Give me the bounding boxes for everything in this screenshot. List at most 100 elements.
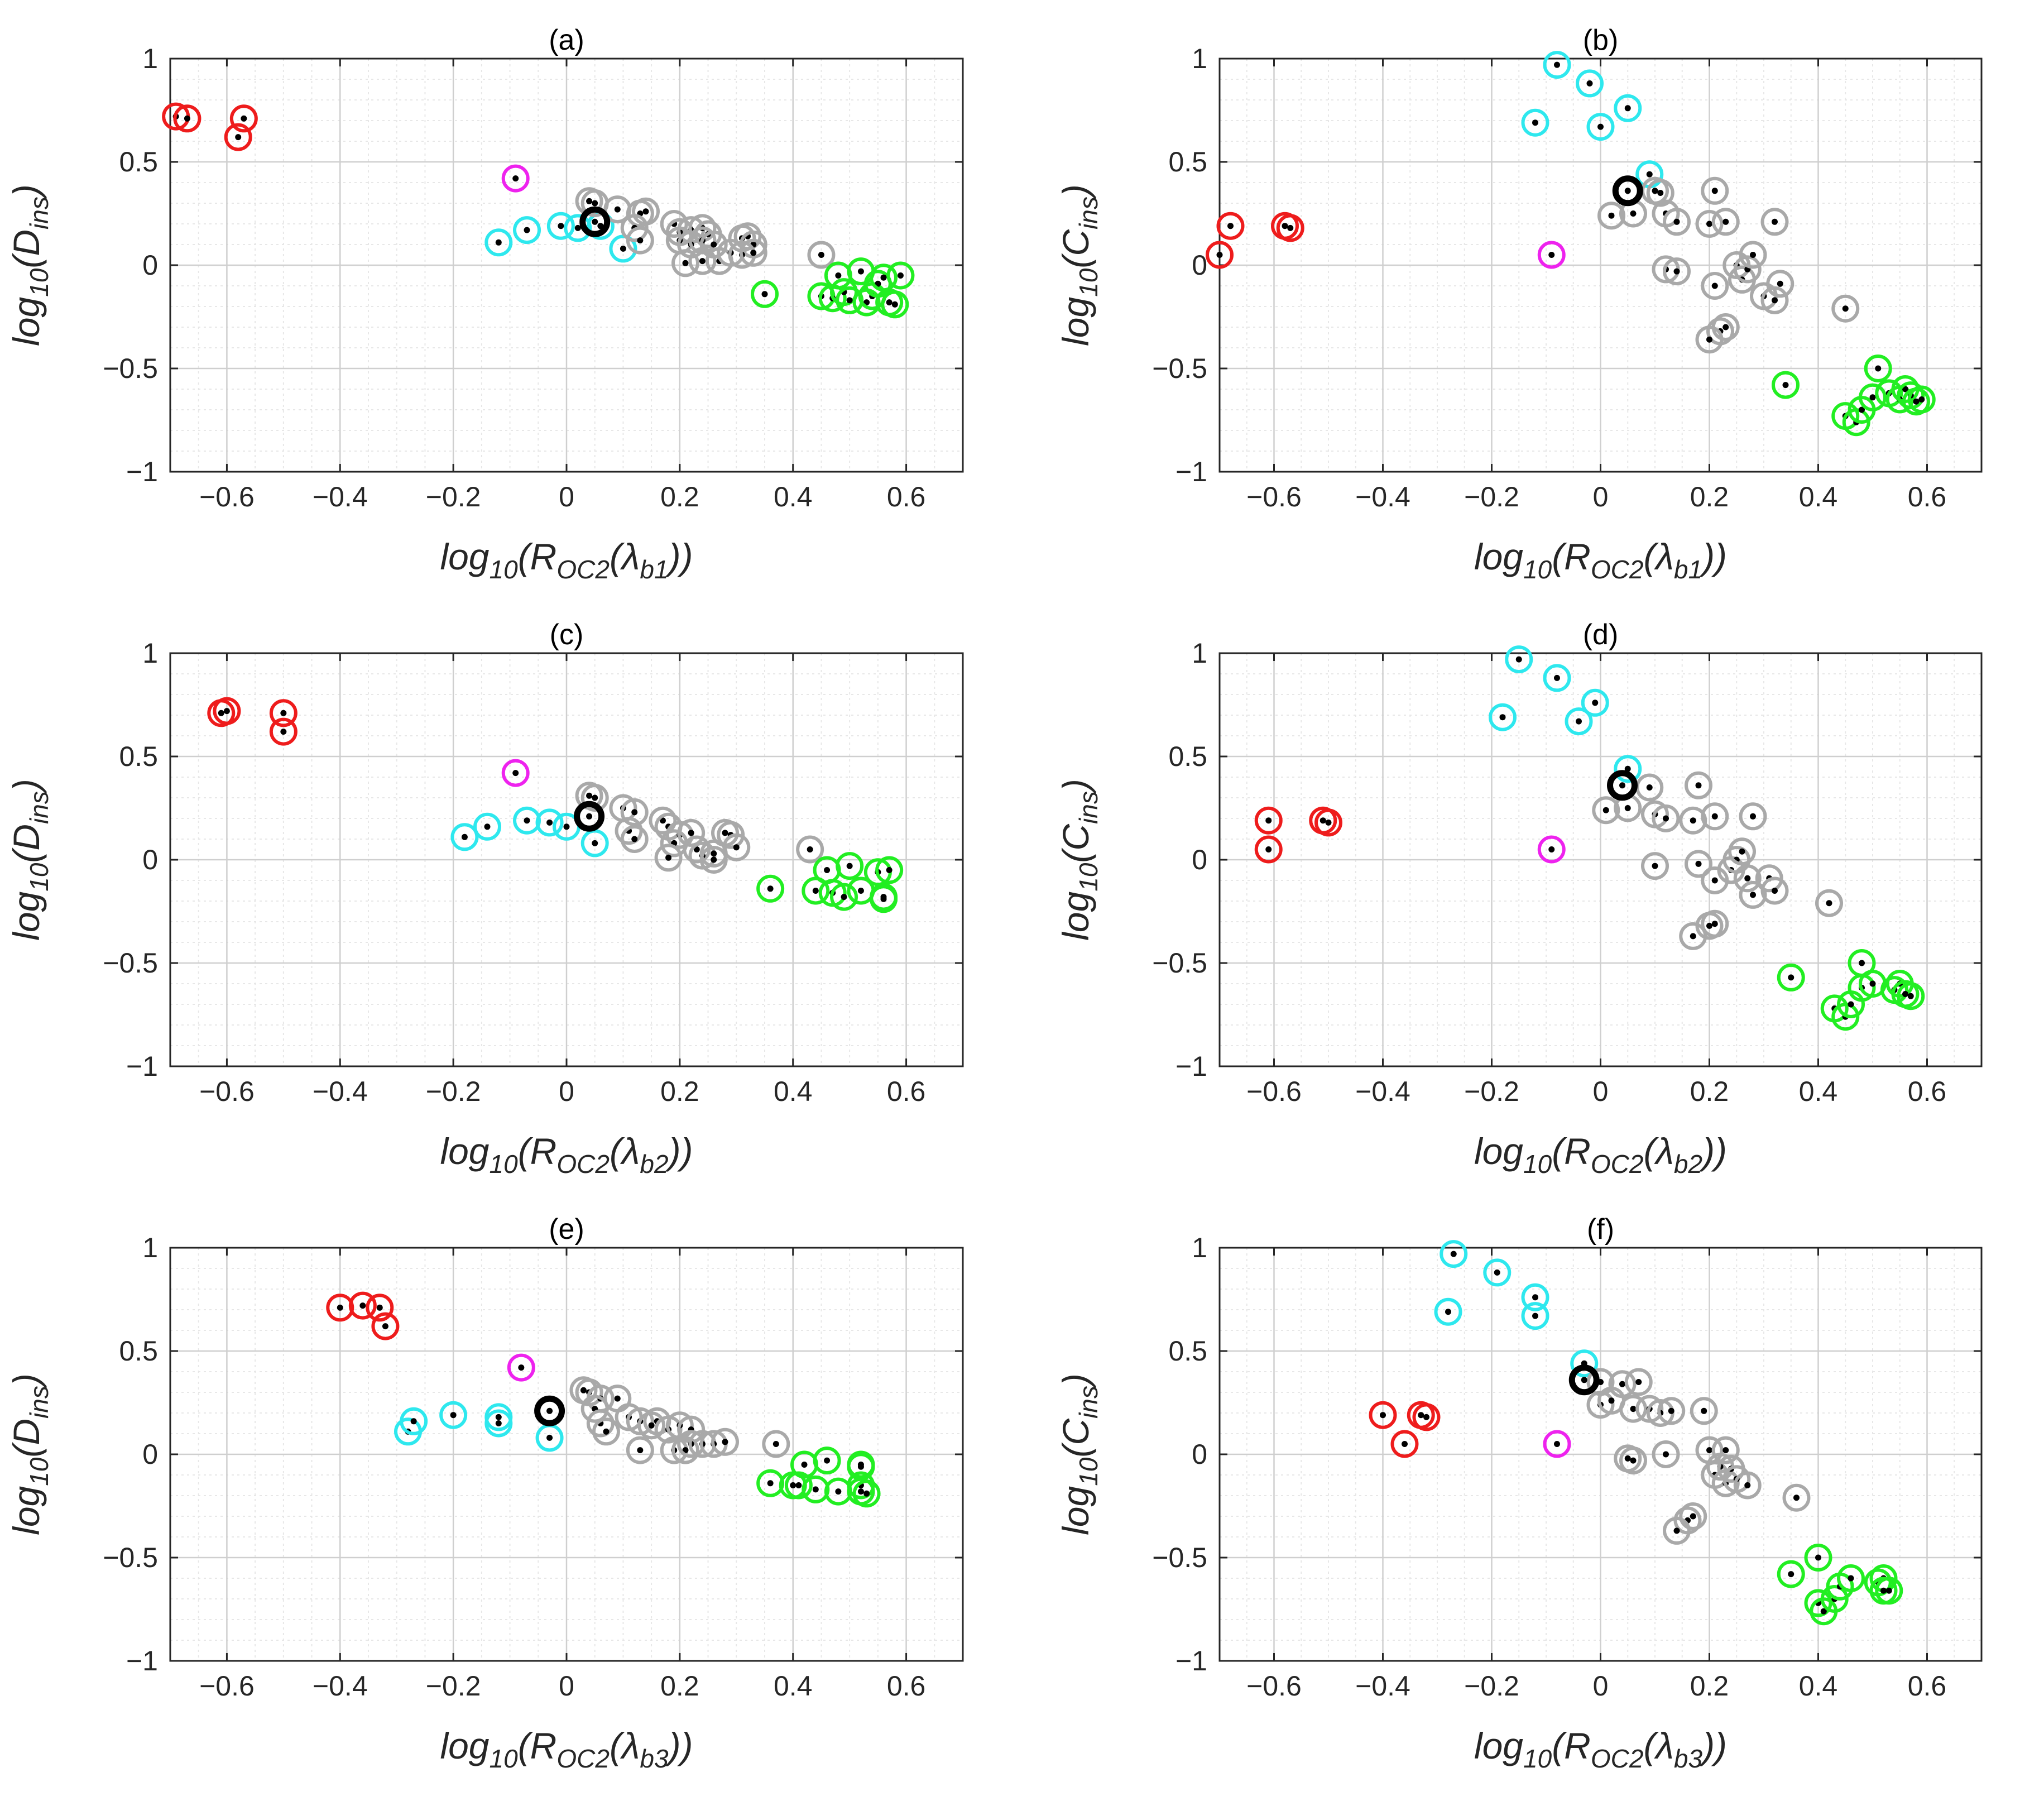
marker-green: [836, 852, 864, 880]
x-axis-label: log10(ROC2(λb1)): [440, 536, 693, 584]
panel-title: (c): [550, 619, 584, 651]
marker-center-dot: [1842, 305, 1849, 312]
marker-cyan: [1434, 1297, 1462, 1326]
marker-center-dot: [857, 888, 864, 894]
marker-center-dot: [1826, 900, 1832, 907]
marker-center-dot: [574, 224, 581, 231]
marker-cyan: [513, 806, 541, 835]
marker-cyan: [1489, 703, 1517, 731]
marker-center-dot: [1772, 218, 1778, 225]
marker-center-dot: [376, 1304, 383, 1311]
marker-green: [1859, 383, 1887, 411]
marker-green: [852, 1479, 881, 1508]
marker-gray: [1641, 852, 1669, 880]
y-axis-label: log10(Cins): [1055, 184, 1103, 346]
marker-green: [751, 280, 779, 308]
marker-gray: [649, 806, 677, 835]
marker-gray: [717, 821, 745, 849]
x-tick-label: −0.4: [1355, 481, 1410, 512]
marker-center-dot: [1554, 1441, 1560, 1447]
marker-cyan: [1581, 688, 1609, 717]
panel-title: (a): [549, 24, 584, 56]
marker-gray: [1755, 864, 1783, 893]
marker-gray: [1739, 802, 1767, 831]
marker-green: [1837, 1564, 1865, 1592]
x-tick-label: −0.4: [1355, 1670, 1410, 1702]
marker-center-dot: [1739, 848, 1745, 855]
marker-green: [784, 1471, 813, 1500]
y-axis-label: log10(Dins): [6, 779, 54, 941]
marker-center-dot: [1848, 1001, 1854, 1008]
marker-red: [229, 104, 258, 133]
marker-center-dot: [1548, 252, 1555, 258]
marker-black: [1607, 770, 1638, 801]
marker-red: [1216, 212, 1245, 240]
marker-center-dot: [359, 1302, 366, 1309]
marker-red: [348, 1291, 377, 1320]
x-tick-label: 0: [559, 481, 574, 512]
marker-center-dot: [835, 1488, 842, 1495]
marker-cyan: [439, 1401, 468, 1429]
marker-center-dot: [1287, 224, 1294, 231]
panel-c: −0.6 −0.4 −0.2 0 0.2 0.4 0.6 −1 −0.5 0 0.5 1 (c) log1…: [6, 619, 964, 1179]
marker-center-dot: [1630, 1406, 1637, 1412]
marker-center-dot: [688, 830, 694, 836]
marker-gray: [688, 247, 717, 275]
marker-center-dot: [580, 1387, 587, 1393]
marker-gray: [580, 1395, 609, 1423]
marker-center-dot: [1515, 656, 1522, 663]
y-tick-label: −0.5: [1152, 947, 1207, 979]
marker-center-dot: [1652, 188, 1658, 194]
x-tick-label: 0.6: [1908, 1670, 1947, 1702]
marker-magenta: [507, 1353, 535, 1382]
marker-center-dot: [665, 854, 672, 861]
x-tick-label: 0: [1593, 481, 1609, 512]
marker-gray: [580, 784, 609, 812]
marker-black: [534, 1395, 565, 1426]
marker-green: [1842, 408, 1870, 437]
marker-center-dot: [512, 175, 519, 182]
marker-center-dot: [875, 280, 881, 287]
marker-center-dot: [897, 272, 904, 279]
marker-red: [366, 1294, 394, 1322]
marker-center-dot: [592, 840, 598, 846]
marker-center-dot: [767, 1480, 774, 1487]
marker-cyan: [1614, 94, 1642, 122]
marker-center-dot: [1722, 218, 1729, 225]
y-tick-label: −1: [1175, 1645, 1207, 1677]
x-tick-label: −0.4: [1355, 1076, 1410, 1107]
marker-center-dot: [1630, 1457, 1637, 1464]
marker-center-dot: [1859, 406, 1865, 413]
marker-green: [813, 1446, 841, 1475]
marker-center-dot: [773, 1441, 779, 1447]
marker-center-dot: [603, 1428, 610, 1435]
marker-center-dot: [767, 885, 774, 892]
marker-center-dot: [620, 245, 626, 252]
y-tick-label: 0.5: [1168, 741, 1207, 772]
x-tick-label: 0.4: [1799, 1670, 1838, 1702]
marker-center-dot: [880, 274, 887, 281]
marker-center-dot: [1788, 1571, 1795, 1578]
marker-cyan: [1570, 1349, 1599, 1378]
marker-center-dot: [461, 834, 468, 840]
x-tick-label: −0.6: [199, 1076, 255, 1107]
marker-center-dot: [218, 710, 224, 716]
marker-green: [1777, 1560, 1805, 1588]
marker-gray: [1679, 1502, 1707, 1530]
marker-gray: [699, 846, 728, 874]
marker-center-dot: [1418, 1412, 1424, 1419]
marker-center-dot: [1772, 888, 1778, 894]
marker-center-dot: [280, 729, 287, 735]
marker-center-dot: [1706, 336, 1712, 343]
marker-gray: [1685, 850, 1712, 878]
marker-cyan: [1521, 1302, 1549, 1330]
y-tick-label: 1: [142, 43, 158, 74]
x-tick-label: 0.4: [1799, 1076, 1838, 1107]
x-tick-label: −0.2: [1464, 1076, 1519, 1107]
marker-center-dot: [824, 867, 831, 873]
marker-center-dot: [648, 1422, 655, 1429]
marker-gray: [1685, 771, 1712, 799]
y-tick-label: −1: [126, 456, 158, 487]
marker-center-dot: [880, 895, 887, 902]
